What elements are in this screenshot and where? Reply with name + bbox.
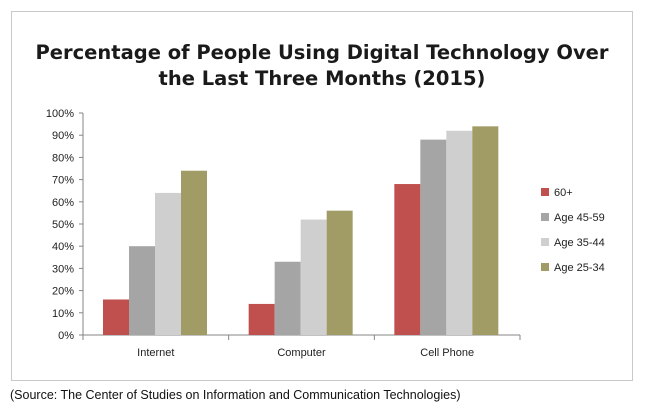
x-tick-label: Cell Phone <box>420 347 474 359</box>
bar-internet-3 <box>155 192 181 335</box>
bar-internet-1 <box>103 299 129 335</box>
y-tick-label: 10% <box>52 308 74 320</box>
legend-swatch <box>541 188 549 196</box>
source-note: (Source: The Center of Studies on Inform… <box>10 388 461 402</box>
legend-swatch <box>541 263 549 271</box>
bar-internet-2 <box>129 246 155 335</box>
x-tick-label: Computer <box>277 347 326 359</box>
y-tick-label: 100% <box>46 108 74 120</box>
chart-title: Percentage of People Using Digital Techn… <box>11 40 633 92</box>
legend-swatch <box>541 238 549 246</box>
y-tick-label: 40% <box>52 241 74 253</box>
bar-computer-2 <box>274 261 301 335</box>
legend-label: 60+ <box>554 187 573 199</box>
y-tick-label: 50% <box>52 219 74 231</box>
chart-title-line-2: the Last Three Months (2015) <box>158 67 486 90</box>
y-tick-label: 30% <box>52 263 74 275</box>
chart-title-line-1: Percentage of People Using Digital Techn… <box>35 41 609 64</box>
legend-label: Age 35-44 <box>554 237 605 249</box>
legend-swatch <box>541 213 549 221</box>
bar-cell-phone-3 <box>446 130 473 335</box>
bar-computer-3 <box>300 219 327 335</box>
bar-cell-phone-1 <box>394 184 421 335</box>
legend-label: Age 25-34 <box>554 262 605 274</box>
y-tick-label: 90% <box>52 130 74 142</box>
bar-cell-phone-4 <box>472 126 499 335</box>
x-tick-label: Internet <box>137 347 174 359</box>
y-tick-label: 80% <box>52 152 74 164</box>
y-tick-label: 0% <box>58 330 74 342</box>
y-tick-label: 70% <box>52 175 74 187</box>
legend-label: Age 45-59 <box>554 212 605 224</box>
bar-internet-4 <box>181 170 207 335</box>
y-tick-label: 60% <box>52 197 74 209</box>
bar-computer-1 <box>248 303 275 335</box>
y-tick-label: 20% <box>52 286 74 298</box>
bar-cell-phone-2 <box>420 139 447 335</box>
bar-computer-4 <box>326 210 353 335</box>
